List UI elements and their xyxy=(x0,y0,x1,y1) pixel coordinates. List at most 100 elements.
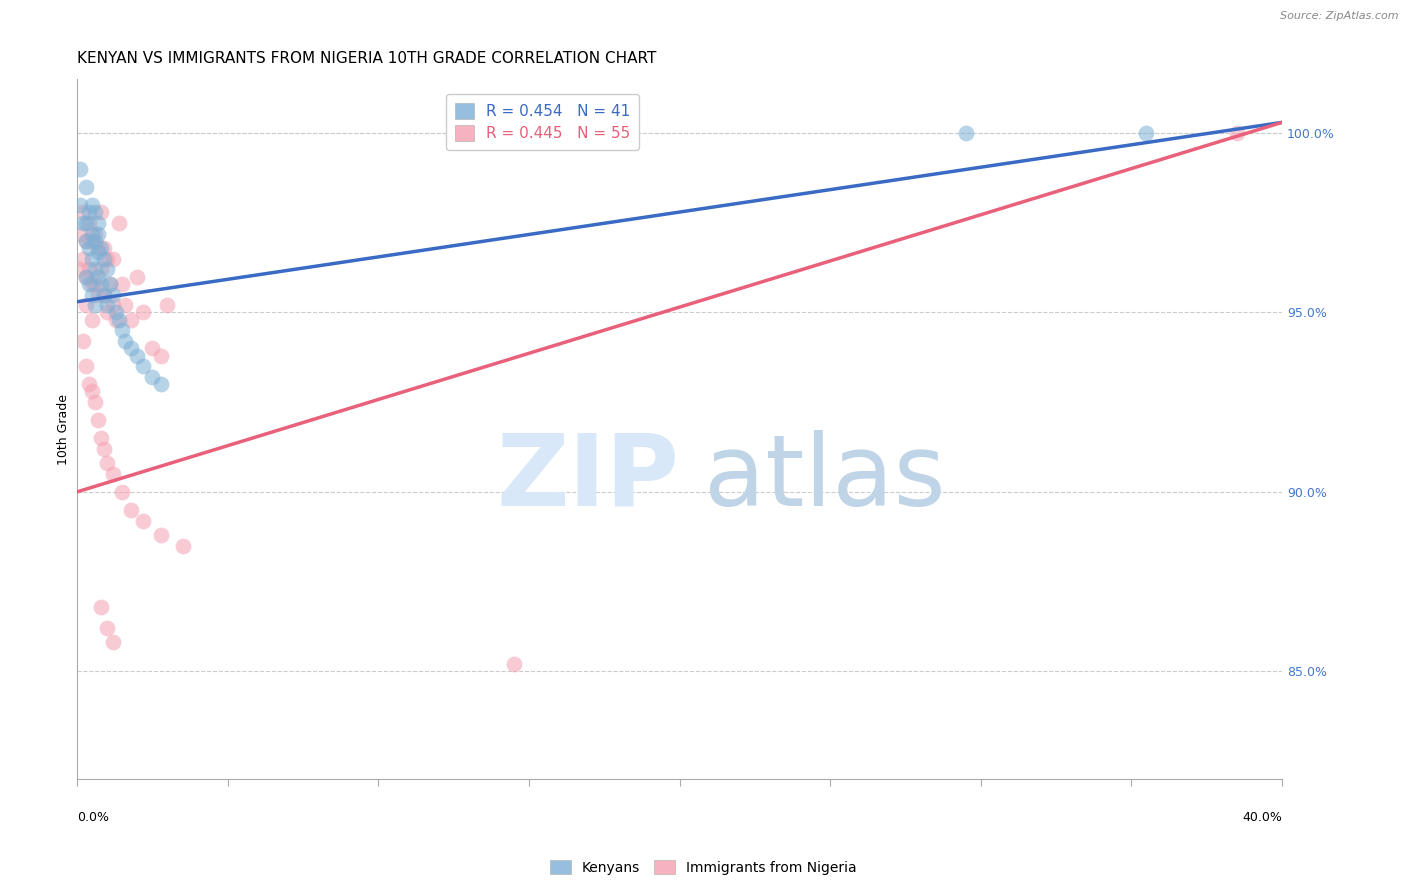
Point xyxy=(82,252,104,266)
Point xyxy=(84,234,107,248)
Point xyxy=(84,227,107,241)
Point xyxy=(111,484,134,499)
Point xyxy=(82,234,104,248)
Point xyxy=(77,277,100,291)
Point xyxy=(96,305,118,319)
Point xyxy=(1226,126,1249,140)
Point xyxy=(103,252,125,266)
Point xyxy=(114,334,136,348)
Point xyxy=(69,262,91,277)
Point xyxy=(98,277,121,291)
Point xyxy=(150,377,173,392)
Point xyxy=(75,269,97,284)
Point xyxy=(93,241,115,255)
Point xyxy=(90,262,112,277)
Point xyxy=(90,277,112,291)
Point xyxy=(127,269,149,284)
Point xyxy=(96,621,118,635)
Y-axis label: 10th Grade: 10th Grade xyxy=(58,393,70,465)
Point xyxy=(84,395,107,409)
Point xyxy=(77,262,100,277)
Point xyxy=(87,241,110,255)
Point xyxy=(87,413,110,427)
Point xyxy=(127,349,149,363)
Point xyxy=(120,502,142,516)
Point xyxy=(84,205,107,219)
Point xyxy=(96,252,118,266)
Point xyxy=(69,227,91,241)
Point xyxy=(108,312,131,326)
Point xyxy=(87,227,110,241)
Point xyxy=(132,305,155,319)
Point xyxy=(90,205,112,219)
Point xyxy=(172,539,194,553)
Point xyxy=(955,126,977,140)
Point xyxy=(111,277,134,291)
Point xyxy=(93,287,115,301)
Point xyxy=(75,216,97,230)
Point xyxy=(69,161,91,176)
Point xyxy=(1135,126,1157,140)
Legend: Kenyans, Immigrants from Nigeria: Kenyans, Immigrants from Nigeria xyxy=(544,855,862,880)
Text: ZIP: ZIP xyxy=(496,430,679,526)
Point xyxy=(90,241,112,255)
Point xyxy=(96,298,118,312)
Point xyxy=(82,198,104,212)
Point xyxy=(120,342,142,356)
Point xyxy=(84,277,107,291)
Point xyxy=(103,635,125,649)
Point xyxy=(77,377,100,392)
Point xyxy=(108,216,131,230)
Point xyxy=(72,216,94,230)
Point xyxy=(90,599,112,614)
Point xyxy=(103,298,125,312)
Point xyxy=(156,298,179,312)
Point xyxy=(77,216,100,230)
Point xyxy=(75,298,97,312)
Point xyxy=(82,312,104,326)
Point xyxy=(90,431,112,445)
Point xyxy=(84,262,107,277)
Point xyxy=(82,227,104,241)
Point xyxy=(93,442,115,456)
Point xyxy=(96,262,118,277)
Point xyxy=(132,359,155,374)
Point xyxy=(141,370,163,384)
Point xyxy=(82,287,104,301)
Point xyxy=(72,334,94,348)
Point xyxy=(82,277,104,291)
Point xyxy=(98,277,121,291)
Point xyxy=(103,467,125,481)
Point xyxy=(103,287,125,301)
Point xyxy=(87,244,110,259)
Point xyxy=(72,252,94,266)
Text: atlas: atlas xyxy=(703,430,945,526)
Point xyxy=(111,323,134,337)
Text: 0.0%: 0.0% xyxy=(77,811,110,824)
Point xyxy=(82,384,104,399)
Point xyxy=(75,234,97,248)
Point xyxy=(114,298,136,312)
Point xyxy=(150,528,173,542)
Point xyxy=(72,205,94,219)
Point xyxy=(120,312,142,326)
Point xyxy=(93,287,115,301)
Point xyxy=(105,312,128,326)
Point xyxy=(77,205,100,219)
Point xyxy=(87,287,110,301)
Point xyxy=(503,657,526,671)
Point xyxy=(69,198,91,212)
Point xyxy=(84,298,107,312)
Point xyxy=(87,216,110,230)
Text: KENYAN VS IMMIGRANTS FROM NIGERIA 10TH GRADE CORRELATION CHART: KENYAN VS IMMIGRANTS FROM NIGERIA 10TH G… xyxy=(77,51,657,66)
Text: 40.0%: 40.0% xyxy=(1241,811,1282,824)
Point xyxy=(75,269,97,284)
Point xyxy=(93,252,115,266)
Legend: R = 0.454   N = 41, R = 0.445   N = 55: R = 0.454 N = 41, R = 0.445 N = 55 xyxy=(446,94,640,151)
Point xyxy=(75,234,97,248)
Point xyxy=(150,349,173,363)
Point xyxy=(77,241,100,255)
Point xyxy=(75,359,97,374)
Point xyxy=(87,269,110,284)
Point xyxy=(141,342,163,356)
